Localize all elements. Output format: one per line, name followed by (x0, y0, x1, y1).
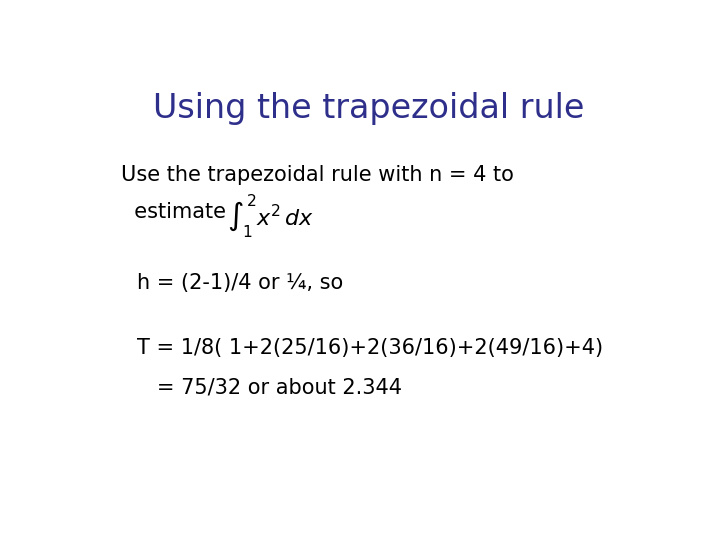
Text: Use the trapezoidal rule with n = 4 to: Use the trapezoidal rule with n = 4 to (121, 165, 513, 185)
Text: = 75/32 or about 2.344: = 75/32 or about 2.344 (138, 377, 402, 397)
Text: Using the trapezoidal rule: Using the trapezoidal rule (153, 92, 585, 125)
Text: estimate: estimate (121, 202, 233, 222)
Text: T = 1/8( 1+2(25/16)+2(36/16)+2(49/16)+4): T = 1/8( 1+2(25/16)+2(36/16)+2(49/16)+4) (138, 338, 603, 357)
Text: $\int_{1}^{2} x^2\,dx$: $\int_{1}^{2} x^2\,dx$ (227, 193, 314, 240)
Text: h = (2-1)/4 or ¼, so: h = (2-1)/4 or ¼, so (138, 273, 343, 293)
